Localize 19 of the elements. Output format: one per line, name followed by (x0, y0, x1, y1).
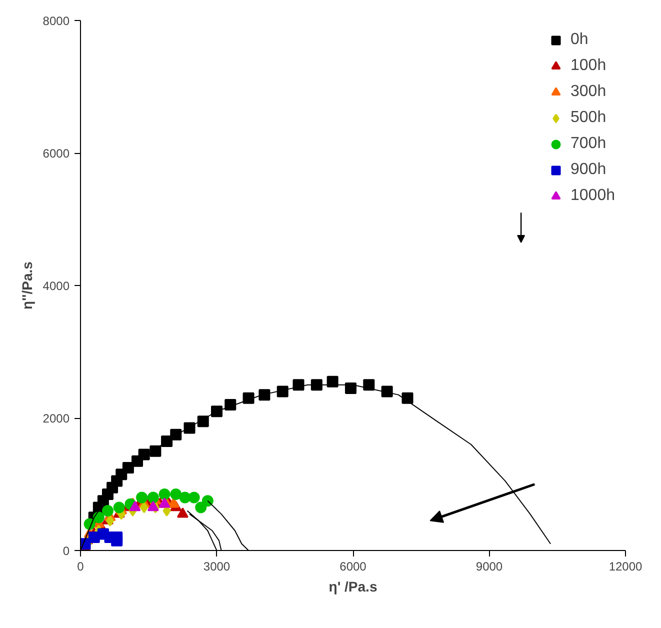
y-tick-label: 4000 (42, 279, 70, 293)
legend-label: 100h (570, 57, 606, 75)
y-tick-label: 6000 (42, 146, 70, 160)
legend-label: 500h (570, 109, 606, 127)
y-tick-label: 2000 (42, 412, 70, 426)
legend-label: 700h (570, 135, 606, 153)
y-axis-title: η''/Pa.s (18, 261, 35, 310)
x-tick-label: 12000 (608, 560, 643, 574)
legend-label: 1000h (570, 187, 615, 205)
x-axis-title: η' /Pa.s (328, 578, 378, 594)
x-tick-label: 9000 (476, 560, 503, 574)
x-tick-label: 0 (77, 560, 84, 574)
legend-label: 0h (570, 31, 590, 49)
legend-label: 300h (570, 83, 606, 101)
x-tick-label: 3000 (203, 560, 230, 574)
y-tick-label: 0 (62, 544, 70, 558)
legend-label: 900h (570, 161, 606, 179)
y-tick-label: 8000 (42, 14, 70, 28)
x-tick-label: 6000 (340, 560, 367, 574)
